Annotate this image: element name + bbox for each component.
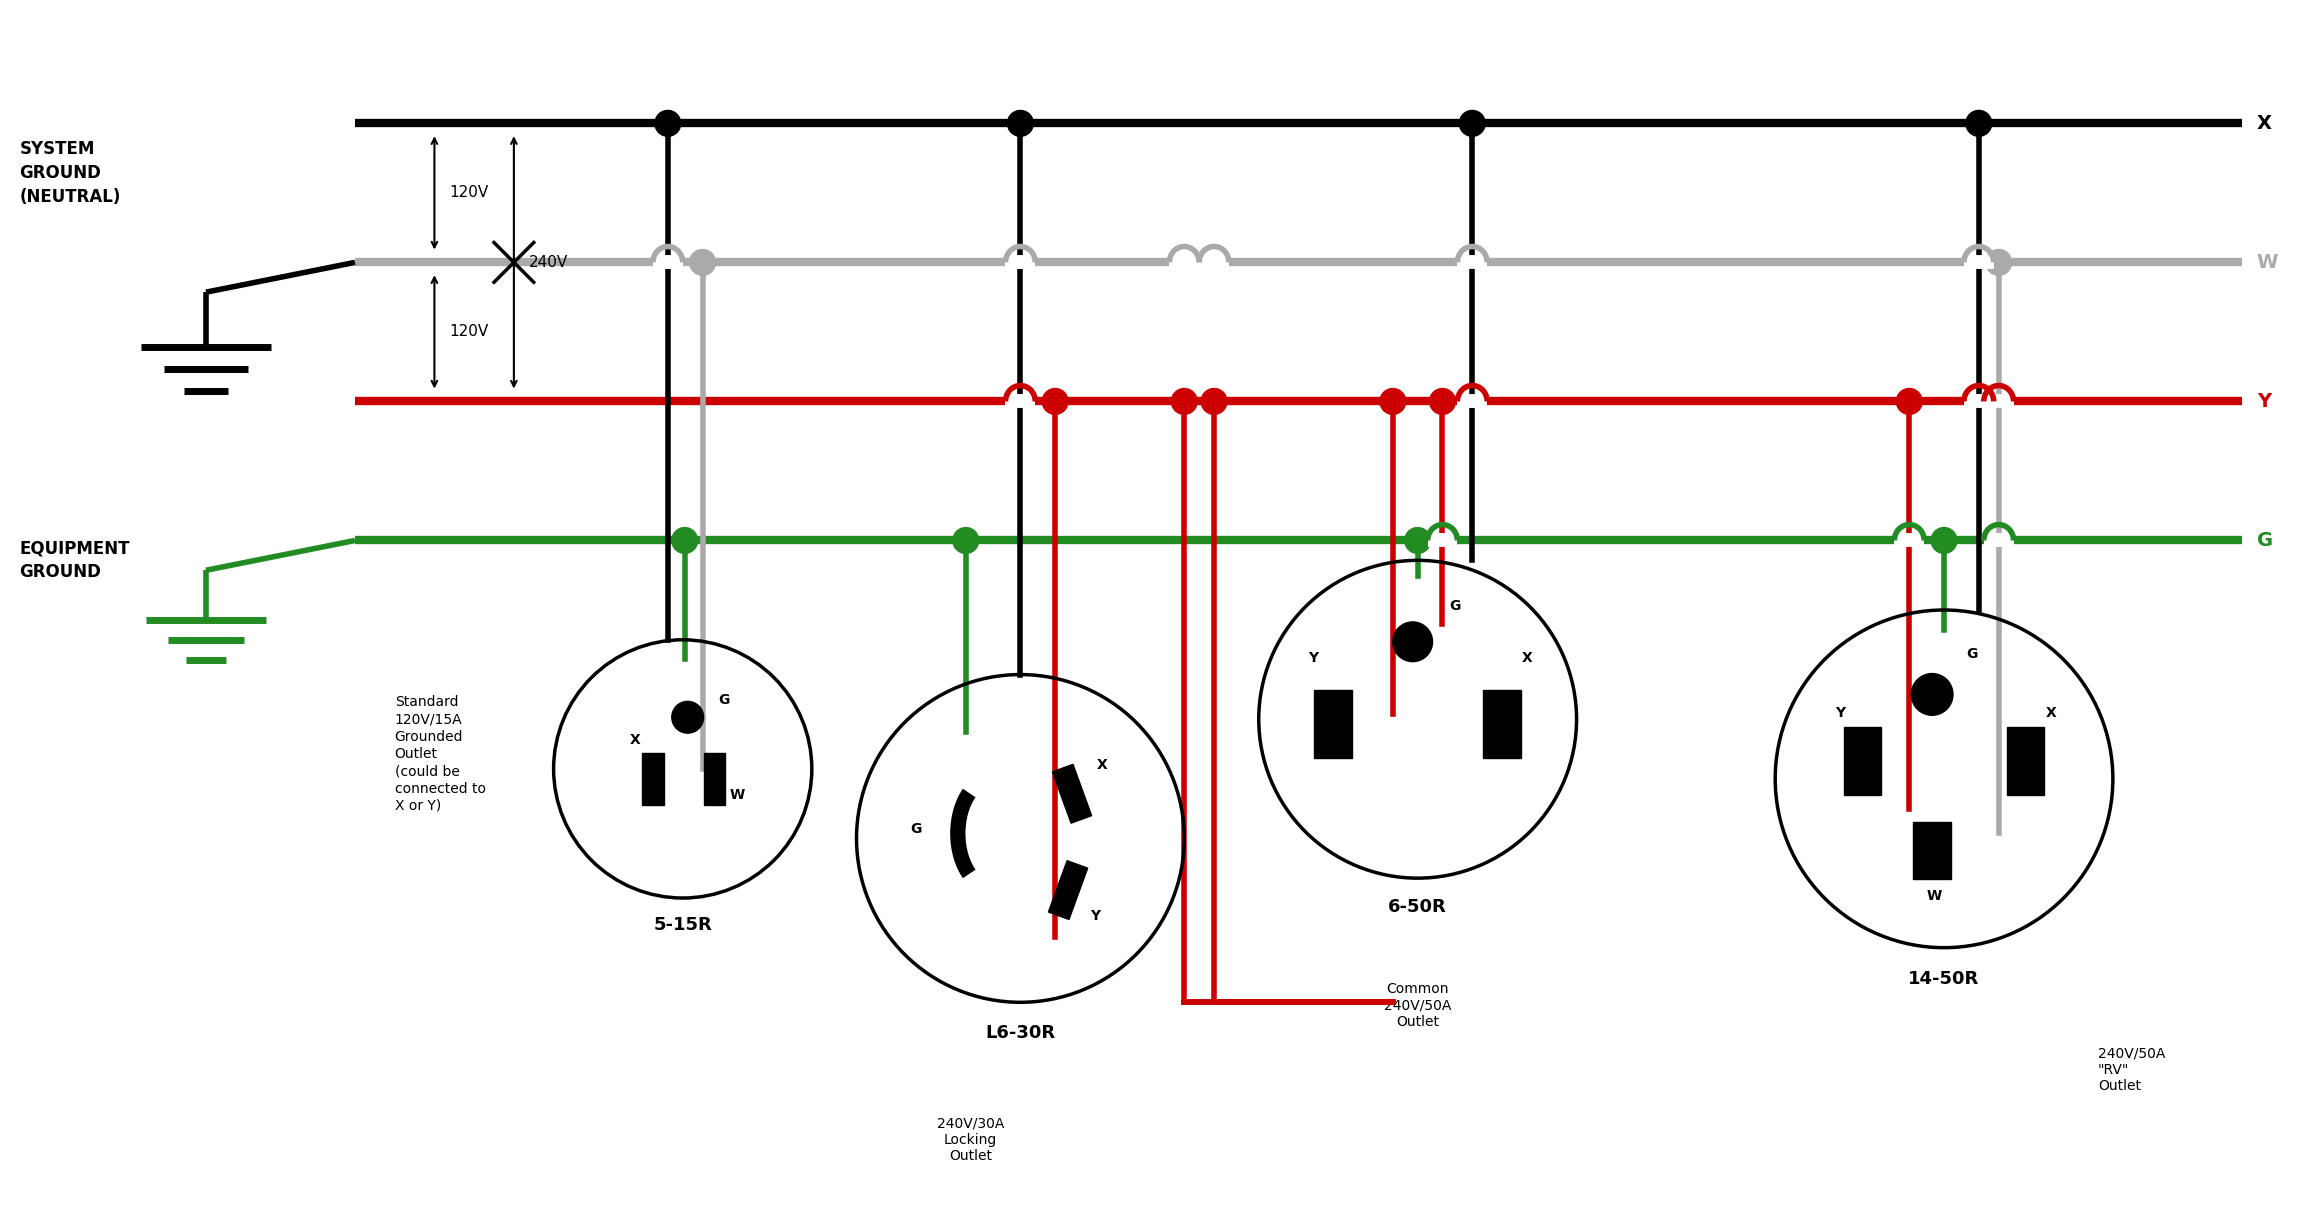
Circle shape — [655, 111, 681, 137]
Text: 120V: 120V — [448, 185, 490, 200]
Circle shape — [690, 249, 715, 276]
Polygon shape — [1913, 821, 1952, 880]
Polygon shape — [703, 753, 726, 805]
Text: EQUIPMENT
GROUND: EQUIPMENT GROUND — [18, 539, 129, 581]
Text: W: W — [729, 788, 745, 802]
Text: X: X — [1522, 650, 1531, 665]
Text: G: G — [1451, 599, 1462, 612]
Text: Y: Y — [1308, 650, 1317, 665]
Text: 240V/50A
"RV"
Outlet: 240V/50A "RV" Outlet — [2099, 1047, 2166, 1093]
Circle shape — [1986, 249, 2012, 276]
Text: G: G — [910, 822, 922, 837]
Circle shape — [1897, 388, 1922, 415]
Text: G: G — [1966, 647, 1977, 661]
Circle shape — [1460, 111, 1485, 137]
Text: 120V: 120V — [448, 325, 490, 339]
Text: X: X — [1097, 758, 1108, 772]
Text: Y: Y — [1090, 909, 1099, 922]
Polygon shape — [1844, 727, 1881, 794]
Circle shape — [1405, 527, 1430, 554]
Polygon shape — [1048, 860, 1087, 920]
Circle shape — [1007, 111, 1032, 137]
Text: X: X — [2046, 706, 2058, 720]
Text: Y: Y — [1835, 706, 1844, 720]
Circle shape — [1910, 673, 1952, 715]
Text: W: W — [1927, 889, 1943, 903]
Text: Standard
120V/15A
Grounded
Outlet
(could be
connected to
X or Y): Standard 120V/15A Grounded Outlet (could… — [395, 695, 485, 813]
Polygon shape — [1053, 765, 1092, 824]
Circle shape — [1931, 527, 1956, 554]
Circle shape — [1393, 622, 1432, 661]
Circle shape — [671, 702, 703, 733]
Text: X: X — [630, 733, 641, 747]
Polygon shape — [2007, 727, 2044, 794]
Circle shape — [1172, 388, 1198, 415]
Circle shape — [952, 527, 979, 554]
Text: G: G — [2258, 531, 2274, 550]
Text: 14-50R: 14-50R — [1908, 970, 1979, 987]
Text: W: W — [2258, 253, 2278, 272]
Circle shape — [1200, 388, 1228, 415]
Polygon shape — [1483, 691, 1522, 758]
Circle shape — [1379, 388, 1405, 415]
Circle shape — [1966, 111, 1991, 137]
Text: Y: Y — [2258, 392, 2271, 411]
Circle shape — [671, 527, 697, 554]
Text: Common
240V/50A
Outlet: Common 240V/50A Outlet — [1384, 982, 1451, 1028]
Circle shape — [1041, 388, 1069, 415]
Text: 240V/30A
Locking
Outlet: 240V/30A Locking Outlet — [938, 1116, 1005, 1163]
Circle shape — [1430, 388, 1455, 415]
Text: 240V: 240V — [529, 255, 568, 270]
Text: L6-30R: L6-30R — [986, 1024, 1055, 1042]
Text: G: G — [720, 693, 731, 708]
Text: 5-15R: 5-15R — [653, 916, 713, 933]
Text: 6-50R: 6-50R — [1389, 898, 1446, 916]
Text: X: X — [2258, 113, 2271, 133]
Text: SYSTEM
GROUND
(NEUTRAL): SYSTEM GROUND (NEUTRAL) — [18, 140, 120, 206]
Polygon shape — [1315, 691, 1352, 758]
Polygon shape — [641, 753, 664, 805]
